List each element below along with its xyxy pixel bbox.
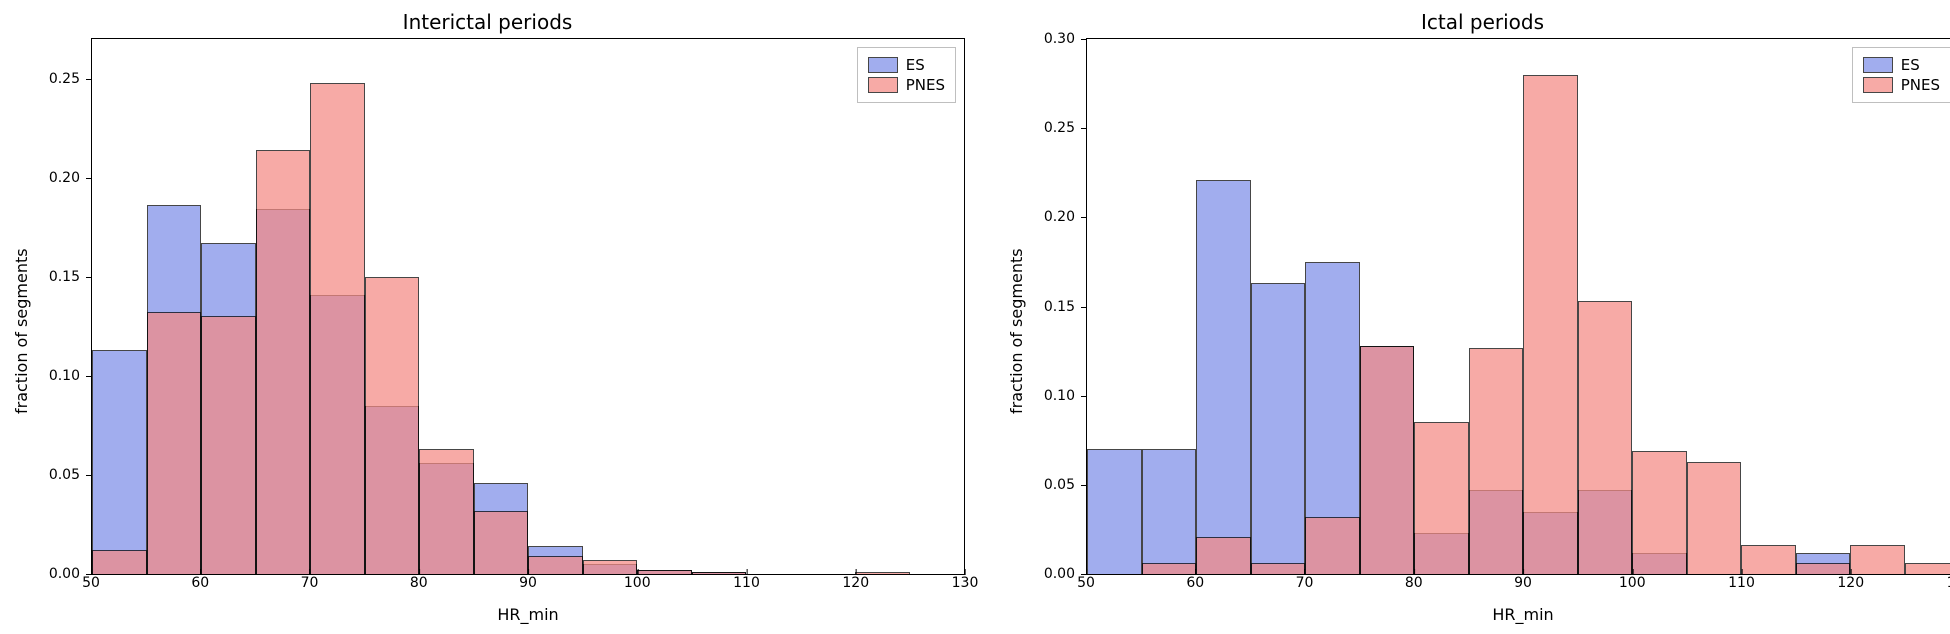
legend-item: PNES: [868, 76, 945, 94]
legend-label: ES: [1901, 56, 1920, 74]
histogram-bar: [1632, 451, 1687, 574]
histogram-bar: [1414, 422, 1469, 574]
histogram-bar: [692, 572, 747, 574]
y-tick-label: 0.00: [1044, 566, 1075, 582]
legend-label: PNES: [1901, 76, 1940, 94]
legend-swatch: [1863, 77, 1893, 93]
histogram-bar: [1251, 563, 1306, 574]
legend: ES PNES: [1852, 47, 1950, 103]
histogram-bar: [310, 83, 365, 574]
x-axis-ticks: 5060708090100110120130: [91, 575, 965, 603]
legend: ES PNES: [857, 47, 956, 103]
x-tick-label: 120: [1837, 575, 1864, 591]
y-axis-label: fraction of segments: [1005, 38, 1028, 624]
x-axis-label: HR_min: [91, 605, 965, 624]
histogram-bar: [1687, 462, 1742, 574]
plot-wrap: fraction of segments 0.00 0.05 0.10 0.15 0.20…: [1005, 38, 1950, 624]
y-tick-label: 0.05: [49, 467, 80, 483]
y-tick-label: 0.25: [1044, 120, 1075, 136]
x-tick-label: 110: [733, 575, 760, 591]
y-tick-label: 0.10: [49, 368, 80, 384]
histogram-bar: [92, 550, 147, 574]
x-tick-label: 60: [1186, 575, 1204, 591]
legend-swatch: [1863, 57, 1893, 73]
y-tick-label: 0.20: [1044, 209, 1075, 225]
histogram-bar: [1523, 75, 1578, 574]
x-tick-label: 100: [1619, 575, 1646, 591]
y-tick-label: 0.05: [1044, 477, 1075, 493]
axes-column: 0.000.050.100.150.200.25ESPNES5060708090…: [91, 38, 965, 624]
histogram-bar: [201, 316, 256, 574]
histogram-bar: [1578, 301, 1633, 574]
chart-panel: Interictal periods fraction of segments 0.…: [10, 10, 965, 624]
x-tick-label: 60: [191, 575, 209, 591]
histogram-bar: [419, 449, 474, 574]
y-tick-label: 0.10: [1044, 388, 1075, 404]
histogram-bar: [637, 570, 692, 574]
histogram-bar: [1905, 563, 1950, 574]
histogram-series: [1087, 39, 1950, 574]
histogram-bar: [256, 150, 311, 574]
histogram-bar: [1196, 537, 1251, 574]
chart-panel: Ictal periods fraction of segments 0.00 0.0…: [1005, 10, 1950, 624]
histogram-bar: [1360, 346, 1415, 574]
y-tick-label: 0.20: [49, 170, 80, 186]
histogram-bar: [1850, 545, 1905, 574]
x-tick-label: 70: [1296, 575, 1314, 591]
x-tick-label: 110: [1728, 575, 1755, 591]
histogram-series: [92, 39, 964, 574]
panel-title: Interictal periods: [10, 10, 965, 34]
histogram-bar: [1469, 348, 1524, 574]
y-axis-label: fraction of segments: [10, 38, 33, 624]
x-tick-label: 80: [1405, 575, 1423, 591]
x-tick-label: 120: [842, 575, 869, 591]
axes-area: 0.000.050.100.150.200.25ESPNES: [91, 38, 965, 575]
axes-area: 0.000.050.100.150.200.250.30ESPNES: [1086, 38, 1950, 575]
y-tick-label: 0.30: [1044, 31, 1075, 47]
histogram-bar: [1305, 517, 1360, 574]
panel-title: Ictal periods: [1005, 10, 1950, 34]
legend-item: ES: [868, 56, 945, 74]
axes-column: 0.000.050.100.150.200.250.30ESPNES506070…: [1086, 38, 1950, 624]
histogram-bar: [474, 511, 529, 574]
histogram-bar: [1142, 563, 1197, 574]
legend-swatch: [868, 77, 898, 93]
x-tick-label: 80: [410, 575, 428, 591]
x-axis-label: HR_min: [1086, 605, 1950, 624]
x-tick-label: 130: [952, 575, 979, 591]
x-tick-label: 70: [301, 575, 319, 591]
x-tick-label: 130: [1947, 575, 1950, 591]
x-tick-label: 50: [1077, 575, 1095, 591]
legend-swatch: [868, 57, 898, 73]
legend-item: ES: [1863, 56, 1940, 74]
y-tick-label: 0.15: [1044, 299, 1075, 315]
histogram-bar: [147, 312, 202, 574]
histogram-bar: [1741, 545, 1796, 574]
histogram-bar: [583, 560, 638, 574]
y-tick-label: 0.15: [49, 269, 80, 285]
histogram-bar: [528, 556, 583, 574]
x-tick-label: 90: [1514, 575, 1532, 591]
figure: Interictal periods fraction of segments 0.…: [10, 10, 1950, 624]
histogram-bar: [1796, 563, 1851, 574]
x-tick-label: 100: [624, 575, 651, 591]
legend-label: ES: [906, 56, 925, 74]
legend-item: PNES: [1863, 76, 1940, 94]
legend-label: PNES: [906, 76, 945, 94]
histogram-bar: [365, 277, 420, 574]
y-tick-label: 0.00: [49, 566, 80, 582]
y-tick-label: 0.25: [49, 71, 80, 87]
x-tick-label: 50: [82, 575, 100, 591]
x-axis-ticks: 5060708090100110120130: [1086, 575, 1950, 603]
y-axis-ticks: [33, 38, 91, 624]
histogram-bar: [855, 572, 910, 574]
x-tick-label: 90: [519, 575, 537, 591]
plot-wrap: fraction of segments 0.00 0.05 0.10 0.15 0.20…: [10, 38, 965, 624]
